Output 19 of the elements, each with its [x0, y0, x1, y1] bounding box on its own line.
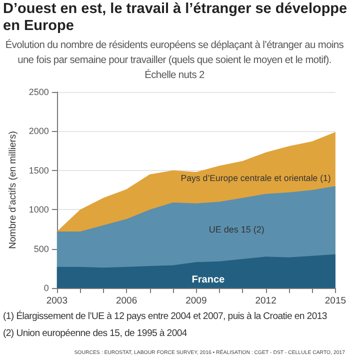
y-tick-label: 1000 — [28, 204, 49, 215]
y-tick-label: 500 — [34, 244, 49, 254]
text: (2) Union européenne des 15, de 1995 à 2004 — [3, 328, 187, 339]
y-axis-title: Nombre d’actifs (en milliers) — [8, 131, 18, 249]
x-tick-label: 2009 — [186, 296, 207, 306]
y-tick-label: 2500 — [28, 87, 49, 97]
x-tick-label: 2015 — [324, 296, 346, 306]
y-tick-label: 2000 — [28, 126, 49, 136]
y-tick-label: 0 — [44, 283, 49, 293]
y-tick-label: 1500 — [28, 165, 49, 176]
x-tick-label: 2006 — [116, 296, 138, 306]
x-tick-label: 2003 — [46, 296, 68, 306]
series-label: Pays d’Europe centrale et orientale (1) — [180, 172, 331, 183]
x-tick-label: 2012 — [255, 296, 276, 306]
chart-subtitle: Évolution du nombre de résidents européens se déplaçant à l’étranger au moins une fois par semaine pour travailler (quels que soient le moyen et le motif). Échelle nuts 2 — [4, 38, 345, 83]
series-label: UE des 15 (2) — [208, 224, 264, 234]
chart-title: D’ouest en est, le travail à l’étranger se développe en Europe — [3, 1, 348, 35]
series-label: France — [192, 274, 226, 286]
text: (1) Élargissement de l’UE à 12 pays entre 2004 et 2007, puis à la Croatie en 2013 — [3, 311, 327, 322]
